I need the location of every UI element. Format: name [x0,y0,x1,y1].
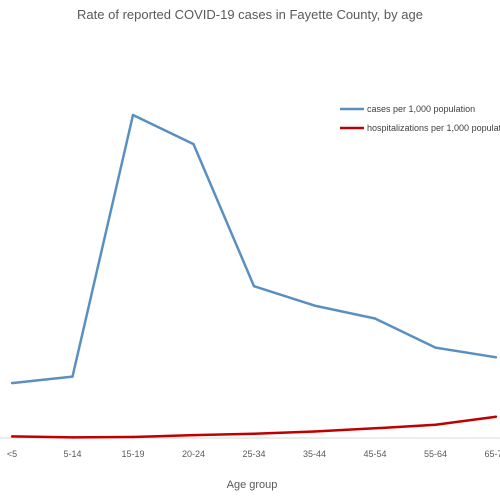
legend: cases per 1,000 population hospitalizati… [340,104,500,133]
data-point [10,435,14,438]
data-point [192,142,195,146]
legend-label-cases: cases per 1,000 population [367,104,475,114]
data-point [71,436,74,439]
data-point [313,304,316,307]
x-tick-label: 45-54 [363,449,386,459]
x-tick-label: 25-34 [242,449,265,459]
data-point [494,415,498,418]
x-tick-label: 20-24 [182,449,205,459]
data-point [373,427,377,430]
x-tick-label: <5 [7,449,17,459]
data-point [252,432,256,435]
x-tick-label: 15-19 [121,449,144,459]
chart-title: Rate of reported COVID-19 cases in Fayet… [77,7,423,22]
x-tick-label: 65-74 [484,449,500,459]
data-point [313,430,316,433]
legend-label-hospitalizations: hospitalizations per 1,000 population [367,123,500,133]
data-point [131,113,135,117]
x-tick-label: 5-14 [63,449,81,459]
data-point [10,381,14,385]
data-point [192,433,195,437]
x-axis-title: Age group [227,479,278,491]
data-point [494,356,498,359]
data-point [434,346,437,349]
data-point [71,375,74,378]
data-point [252,285,256,288]
data-point [434,423,437,426]
plot-area: <5 5-14 15-19 20-24 25-34 35-44 45-54 55-64 65-7… [0,113,500,459]
x-tick-label: 55-64 [424,449,447,459]
data-point [373,317,377,320]
data-point [131,435,135,439]
x-tick-label: 35-44 [303,449,326,459]
series-line-cases [11,113,497,385]
